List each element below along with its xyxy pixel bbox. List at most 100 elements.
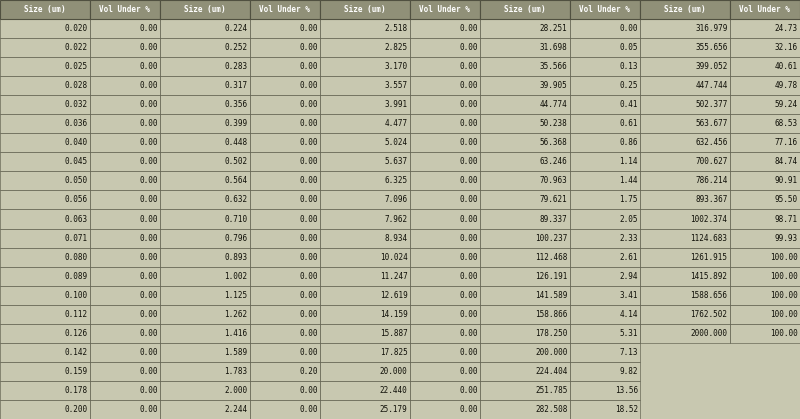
Bar: [730, 133, 800, 153]
Text: 1588.656: 1588.656: [690, 291, 728, 300]
Text: 0.178: 0.178: [65, 386, 88, 395]
Text: 0.00: 0.00: [299, 138, 318, 147]
Text: 1.14: 1.14: [619, 158, 638, 166]
Bar: [320, 133, 410, 153]
Text: 0.05: 0.05: [619, 43, 638, 52]
Text: Vol Under %: Vol Under %: [579, 5, 630, 14]
Bar: [640, 76, 730, 95]
Bar: [90, 343, 160, 362]
Bar: [250, 76, 320, 95]
Bar: [320, 0, 410, 19]
Text: 0.036: 0.036: [65, 119, 88, 128]
Text: 0.00: 0.00: [459, 405, 478, 414]
Text: 0.022: 0.022: [65, 43, 88, 52]
Text: 77.16: 77.16: [775, 138, 798, 147]
Text: 40.61: 40.61: [775, 62, 798, 71]
Text: 0.796: 0.796: [225, 233, 248, 243]
Bar: [320, 381, 410, 400]
Bar: [90, 286, 160, 305]
Bar: [90, 114, 160, 133]
Text: 178.250: 178.250: [535, 329, 568, 338]
Bar: [160, 0, 250, 19]
Bar: [480, 400, 570, 419]
Bar: [90, 171, 160, 190]
Text: 141.589: 141.589: [535, 291, 568, 300]
Bar: [640, 19, 730, 38]
Bar: [480, 57, 570, 76]
Text: 0.00: 0.00: [299, 81, 318, 90]
Bar: [0, 76, 90, 95]
Bar: [480, 38, 570, 57]
Text: 0.00: 0.00: [139, 215, 158, 223]
Text: 0.00: 0.00: [139, 272, 158, 281]
Bar: [730, 19, 800, 38]
Bar: [90, 324, 160, 343]
Bar: [0, 19, 90, 38]
Bar: [730, 95, 800, 114]
Text: 0.00: 0.00: [299, 100, 318, 109]
Bar: [640, 0, 730, 19]
Bar: [410, 210, 480, 228]
Text: 2.05: 2.05: [619, 215, 638, 223]
Bar: [640, 210, 730, 228]
Text: 0.00: 0.00: [299, 215, 318, 223]
Bar: [160, 114, 250, 133]
Text: 0.032: 0.032: [65, 100, 88, 109]
Bar: [730, 0, 800, 19]
Text: 22.440: 22.440: [380, 386, 408, 395]
Text: 0.00: 0.00: [139, 367, 158, 376]
Text: 0.20: 0.20: [299, 367, 318, 376]
Text: 0.00: 0.00: [139, 81, 158, 90]
Bar: [250, 343, 320, 362]
Text: 18.52: 18.52: [615, 405, 638, 414]
Bar: [160, 248, 250, 266]
Bar: [250, 19, 320, 38]
Text: 0.41: 0.41: [619, 100, 638, 109]
Text: 90.91: 90.91: [775, 176, 798, 185]
Text: 39.905: 39.905: [540, 81, 568, 90]
Bar: [0, 133, 90, 153]
Text: 98.71: 98.71: [775, 215, 798, 223]
Text: 79.621: 79.621: [540, 195, 568, 204]
Text: 89.337: 89.337: [540, 215, 568, 223]
Bar: [320, 305, 410, 324]
Bar: [640, 38, 730, 57]
Bar: [90, 19, 160, 38]
Text: 0.00: 0.00: [459, 215, 478, 223]
Text: 2000.000: 2000.000: [690, 329, 728, 338]
Text: 0.00: 0.00: [299, 119, 318, 128]
Text: 20.000: 20.000: [380, 367, 408, 376]
Bar: [640, 114, 730, 133]
Text: 0.00: 0.00: [459, 138, 478, 147]
Bar: [570, 228, 640, 248]
Text: 6.325: 6.325: [385, 176, 408, 185]
Bar: [410, 228, 480, 248]
Bar: [480, 343, 570, 362]
Bar: [160, 190, 250, 210]
Text: 0.399: 0.399: [225, 119, 248, 128]
Text: 0.00: 0.00: [139, 348, 158, 357]
Bar: [570, 381, 640, 400]
Text: 100.00: 100.00: [770, 329, 798, 338]
Text: 112.468: 112.468: [535, 253, 568, 261]
Text: 0.00: 0.00: [139, 138, 158, 147]
Text: 50.238: 50.238: [540, 119, 568, 128]
Bar: [480, 324, 570, 343]
Text: 251.785: 251.785: [535, 386, 568, 395]
Text: 56.368: 56.368: [540, 138, 568, 147]
Text: 2.518: 2.518: [385, 24, 408, 33]
Text: 63.246: 63.246: [540, 158, 568, 166]
Bar: [160, 266, 250, 286]
Text: 0.00: 0.00: [299, 348, 318, 357]
Bar: [0, 38, 90, 57]
Text: 0.00: 0.00: [299, 176, 318, 185]
Bar: [570, 114, 640, 133]
Bar: [90, 95, 160, 114]
Text: 0.00: 0.00: [619, 24, 638, 33]
Bar: [160, 57, 250, 76]
Text: 14.159: 14.159: [380, 310, 408, 319]
Text: 3.991: 3.991: [385, 100, 408, 109]
Text: 0.00: 0.00: [299, 310, 318, 319]
Bar: [730, 324, 800, 343]
Bar: [160, 343, 250, 362]
